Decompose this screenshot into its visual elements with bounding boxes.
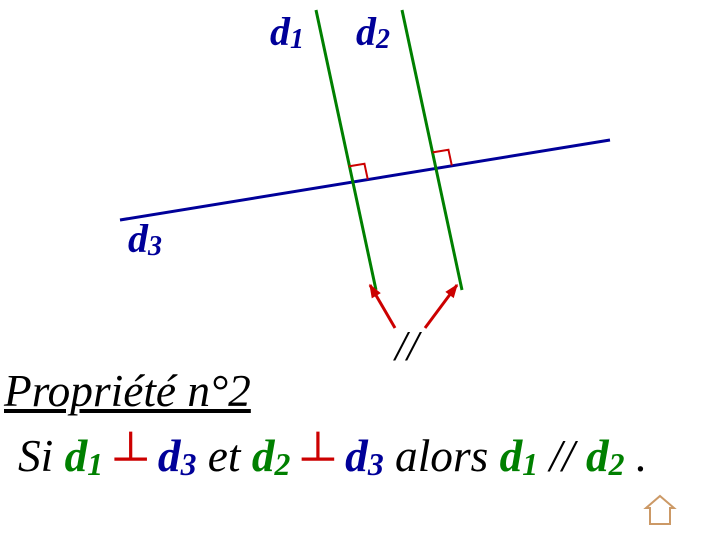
home-icon[interactable]: [640, 490, 680, 530]
label-d2-sub: 2: [376, 24, 390, 55]
sentence-dot: .: [636, 431, 647, 481]
label-d1: d1: [270, 8, 304, 55]
term-d1: d1: [65, 431, 104, 481]
term-d1-b: d1: [500, 431, 539, 481]
perp-symbol-1: ┴: [114, 433, 157, 483]
perp-symbol-2: ┴: [302, 433, 345, 483]
label-d3-sub: 3: [148, 231, 162, 262]
word-si: Si: [18, 431, 65, 481]
property-title-text: Propriété n°2: [4, 366, 251, 416]
term-d3-a: d3: [158, 431, 197, 481]
label-d1-main: d: [270, 9, 290, 54]
property-title: Propriété n°2: [4, 365, 251, 417]
label-d2: d2: [356, 8, 390, 55]
property-sentence: Si d1 ┴ d3 et d2 ┴ d3 alors d1 // d2 .: [18, 430, 647, 482]
word-et: et: [208, 431, 252, 481]
term-d2-b: d2: [586, 431, 625, 481]
parallel-symbol: //: [549, 431, 586, 481]
label-d2-main: d: [356, 9, 376, 54]
label-d3: d3: [128, 215, 162, 262]
label-d1-sub: 1: [290, 24, 304, 55]
diagram-stage: d1 d2 d3 // Propriété n°2 Si d1 ┴ d3 et …: [0, 0, 720, 540]
term-d2: d2: [252, 431, 291, 481]
word-alors: alors: [395, 431, 500, 481]
label-d3-main: d: [128, 216, 148, 261]
parallel-mark: //: [395, 322, 419, 371]
parallel-mark-text: //: [395, 323, 419, 370]
term-d3-b: d3: [345, 431, 384, 481]
